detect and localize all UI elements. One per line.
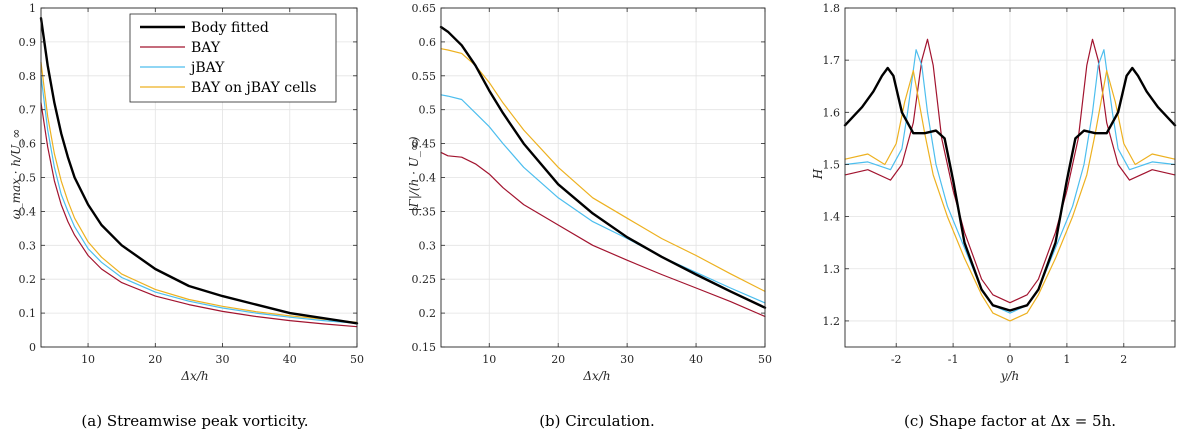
legend-label-bay-on-jbay: BAY on jBAY cells	[191, 80, 317, 96]
legend-label-jbay: jBAY	[189, 60, 225, 76]
series-line-bay-on-jbay-cells	[844, 69, 1176, 322]
y-tick-label: 0.9	[19, 36, 37, 49]
x-tick-label: 20	[148, 353, 162, 366]
y-tick-label: 1.4	[823, 211, 841, 224]
x-tick-label: 40	[283, 353, 297, 366]
chart-a-xlabel: Δx/h	[180, 369, 208, 383]
series-line-jbay	[844, 49, 1176, 314]
x-tick-label: -1	[948, 353, 959, 366]
chart-b-caption: (b) Circulation.	[539, 412, 655, 430]
chart-c-xlabel: y/h	[1000, 369, 1020, 383]
x-tick-label: 30	[216, 353, 230, 366]
y-tick-label: 0.45	[412, 138, 437, 151]
y-tick-label: 0	[29, 341, 36, 354]
y-tick-label: 0.4	[419, 172, 437, 185]
chart-c-caption: (c) Shape factor at Δx = 5h.	[904, 412, 1116, 430]
series-line-bay	[40, 102, 358, 328]
chart-a-caption: (a) Streamwise peak vorticity.	[81, 412, 308, 430]
x-tick-label: 1	[1063, 353, 1070, 366]
series-line-jbay	[440, 94, 766, 304]
y-tick-label: 0.2	[19, 273, 37, 286]
y-tick-label: 0.4	[19, 205, 37, 218]
y-tick-label: 1.6	[823, 106, 841, 119]
series-line-body-fitted	[39, 17, 359, 325]
x-tick-label: 10	[81, 353, 95, 366]
chart-b-xlabel: Δx/h	[582, 369, 610, 383]
series-line-bay-on-jbay-cells	[40, 61, 358, 323]
series-line-body-fitted	[843, 66, 1177, 312]
y-tick-label: 0.3	[419, 239, 437, 252]
y-tick-label: 1.8	[823, 2, 841, 15]
legend: Body fitted BAY jBAY BAY on jBAY cells	[129, 13, 337, 103]
y-tick-label: 0.2	[419, 307, 437, 320]
y-tick-label: 1	[29, 2, 36, 15]
y-tick-label: 0.35	[412, 205, 437, 218]
legend-label-bay: BAY	[191, 40, 221, 56]
series-line-bay-on-jbay-cells	[440, 48, 766, 292]
chart-b: 10 20 30 40 50 0.15 0.2 0.25 0.3 0.35 0.4 0.45 0.5 0.…	[407, 2, 772, 430]
series-line-bay	[844, 38, 1176, 304]
legend-label-body-fitted: Body fitted	[191, 20, 269, 36]
x-tick-label: 40	[689, 353, 703, 366]
y-tick-label: 0.25	[412, 273, 437, 286]
y-tick-label: 0.1	[19, 307, 37, 320]
y-tick-label: 0.7	[19, 104, 37, 117]
series-line-bay	[440, 151, 766, 318]
x-tick-label: 2	[1120, 353, 1127, 366]
y-tick-label: 0.6	[419, 36, 437, 49]
y-tick-label: 0.15	[412, 341, 437, 354]
y-tick-label: 0.6	[19, 138, 37, 151]
y-tick-label: 0.8	[19, 70, 37, 83]
y-tick-label: 0.5	[19, 172, 37, 185]
chart-c: -2 -1 0 1 2 1.2 1.3 1.4 1.5 1.6 1.7 1.8 H y/h (c) S…	[811, 2, 1177, 430]
x-tick-label: 20	[551, 353, 565, 366]
y-tick-label: 0.3	[19, 239, 37, 252]
chart-b-ylabel: |Γ|/(h · U_∞)	[407, 136, 421, 211]
y-tick-label: 1.3	[823, 263, 841, 276]
y-tick-label: 0.65	[412, 2, 437, 15]
chart-a-ylabel: ω_max · h/U_∞	[9, 129, 23, 219]
y-tick-label: 1.7	[823, 54, 841, 67]
y-tick-label: 1.2	[823, 315, 841, 328]
x-tick-label: 10	[482, 353, 496, 366]
y-tick-label: 0.5	[419, 104, 437, 117]
x-tick-label: 30	[620, 353, 634, 366]
x-tick-label: 0	[1007, 353, 1014, 366]
chart-c-ylabel: H	[811, 168, 825, 180]
x-tick-label: 50	[350, 353, 364, 366]
y-tick-label: 1.5	[823, 158, 841, 171]
x-tick-label: 50	[758, 353, 772, 366]
series-line-body-fitted	[439, 25, 767, 309]
y-tick-label: 0.55	[412, 70, 437, 83]
series-line-jbay	[40, 75, 358, 324]
x-tick-label: -2	[891, 353, 902, 366]
